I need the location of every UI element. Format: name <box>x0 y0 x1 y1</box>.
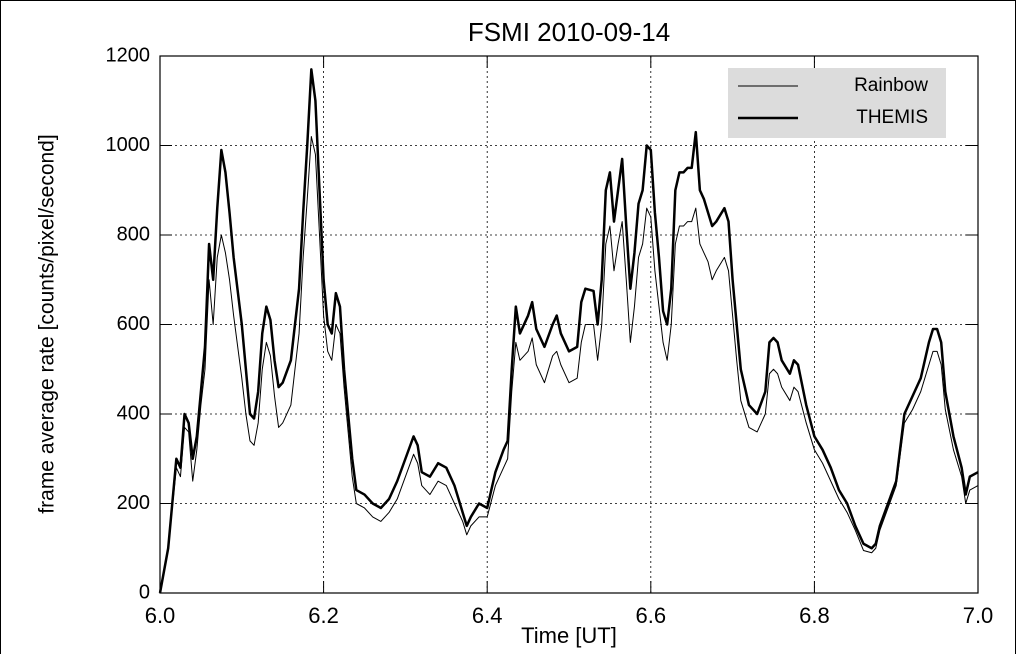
y-tick-label: 600 <box>117 313 150 335</box>
chart-title: FSMI 2010-09-14 <box>468 17 670 47</box>
legend-label: Rainbow <box>854 75 928 96</box>
line-series <box>159 136 979 594</box>
x-tick-label: 6.6 <box>636 603 667 628</box>
plot-border <box>159 55 979 594</box>
y-tick-label: 0 <box>139 581 150 603</box>
line-series <box>158 68 979 594</box>
y-tick-label: 1000 <box>106 134 151 156</box>
y-tick-label: 800 <box>117 223 150 245</box>
y-axis-label: frame average rate [counts/pixel/second] <box>36 134 59 513</box>
x-axis-label: Time [UT] <box>521 623 617 648</box>
y-tick-label: 400 <box>117 402 150 424</box>
x-tick-label: 6.8 <box>799 603 830 628</box>
y-tick-label: 1200 <box>106 44 151 66</box>
legend-box <box>728 68 946 138</box>
x-tick-label: 6.4 <box>472 603 503 628</box>
x-tick-label: 7.0 <box>963 603 994 628</box>
x-tick-label: 6.2 <box>308 603 339 628</box>
x-tick-label: 6.0 <box>145 603 176 628</box>
legend-label: THEMIS <box>856 107 928 128</box>
y-tick-label: 200 <box>117 492 150 514</box>
